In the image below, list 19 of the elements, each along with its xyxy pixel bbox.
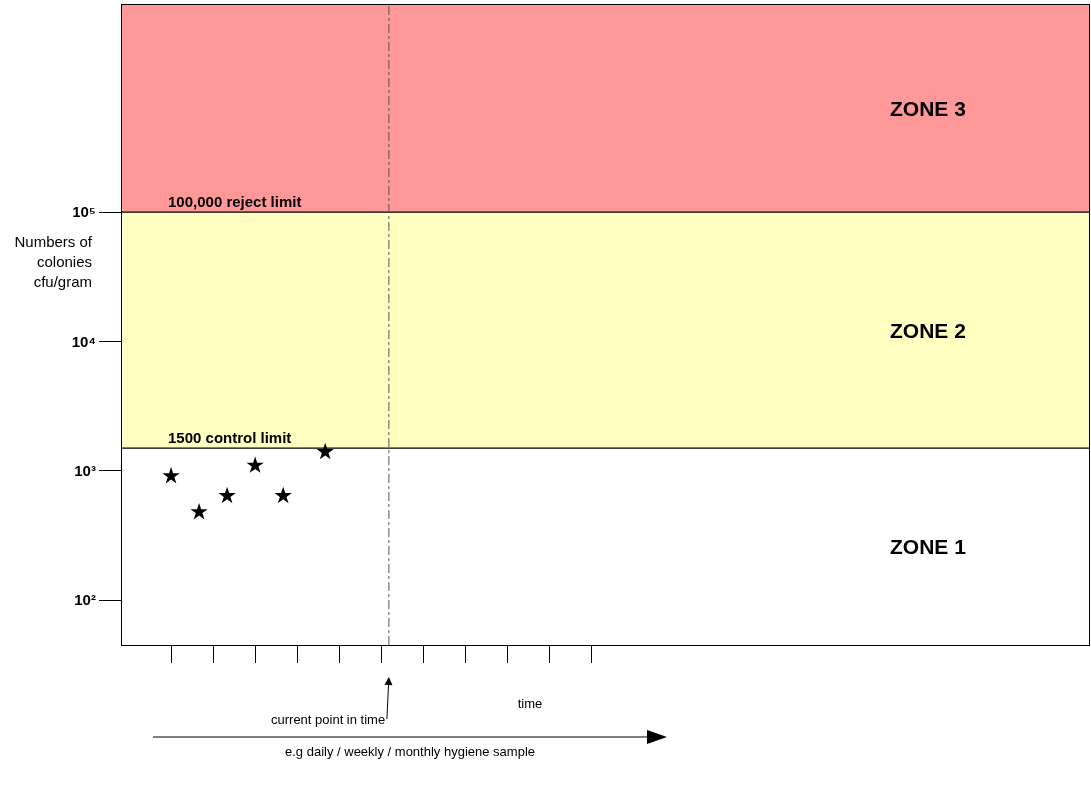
y-tick-label: 10⁵	[72, 203, 96, 221]
y-tick-label: 10³	[74, 462, 96, 480]
annotation: ZONE 1	[890, 535, 967, 558]
point	[162, 467, 180, 484]
point	[218, 486, 236, 504]
x-axis-title: time	[516, 696, 544, 711]
y-axis-title: Numbers of colonies cfu/gram	[13, 232, 92, 292]
point	[246, 456, 264, 473]
ref-line-label: 100,000 reject limit	[168, 193, 302, 210]
point	[190, 502, 208, 520]
point	[274, 486, 292, 504]
text: e.g daily / weekly / monthly hygiene sample	[284, 744, 536, 759]
band-label: ZONE 3	[890, 97, 966, 120]
y-tick-label: 10²	[74, 591, 96, 609]
ref-line-label: 1500 control limit	[168, 429, 292, 446]
band-label: ZONE 2	[890, 319, 966, 342]
text: current point in time	[271, 712, 386, 727]
y-tick-label: 10⁴	[71, 332, 96, 350]
point	[316, 442, 334, 460]
